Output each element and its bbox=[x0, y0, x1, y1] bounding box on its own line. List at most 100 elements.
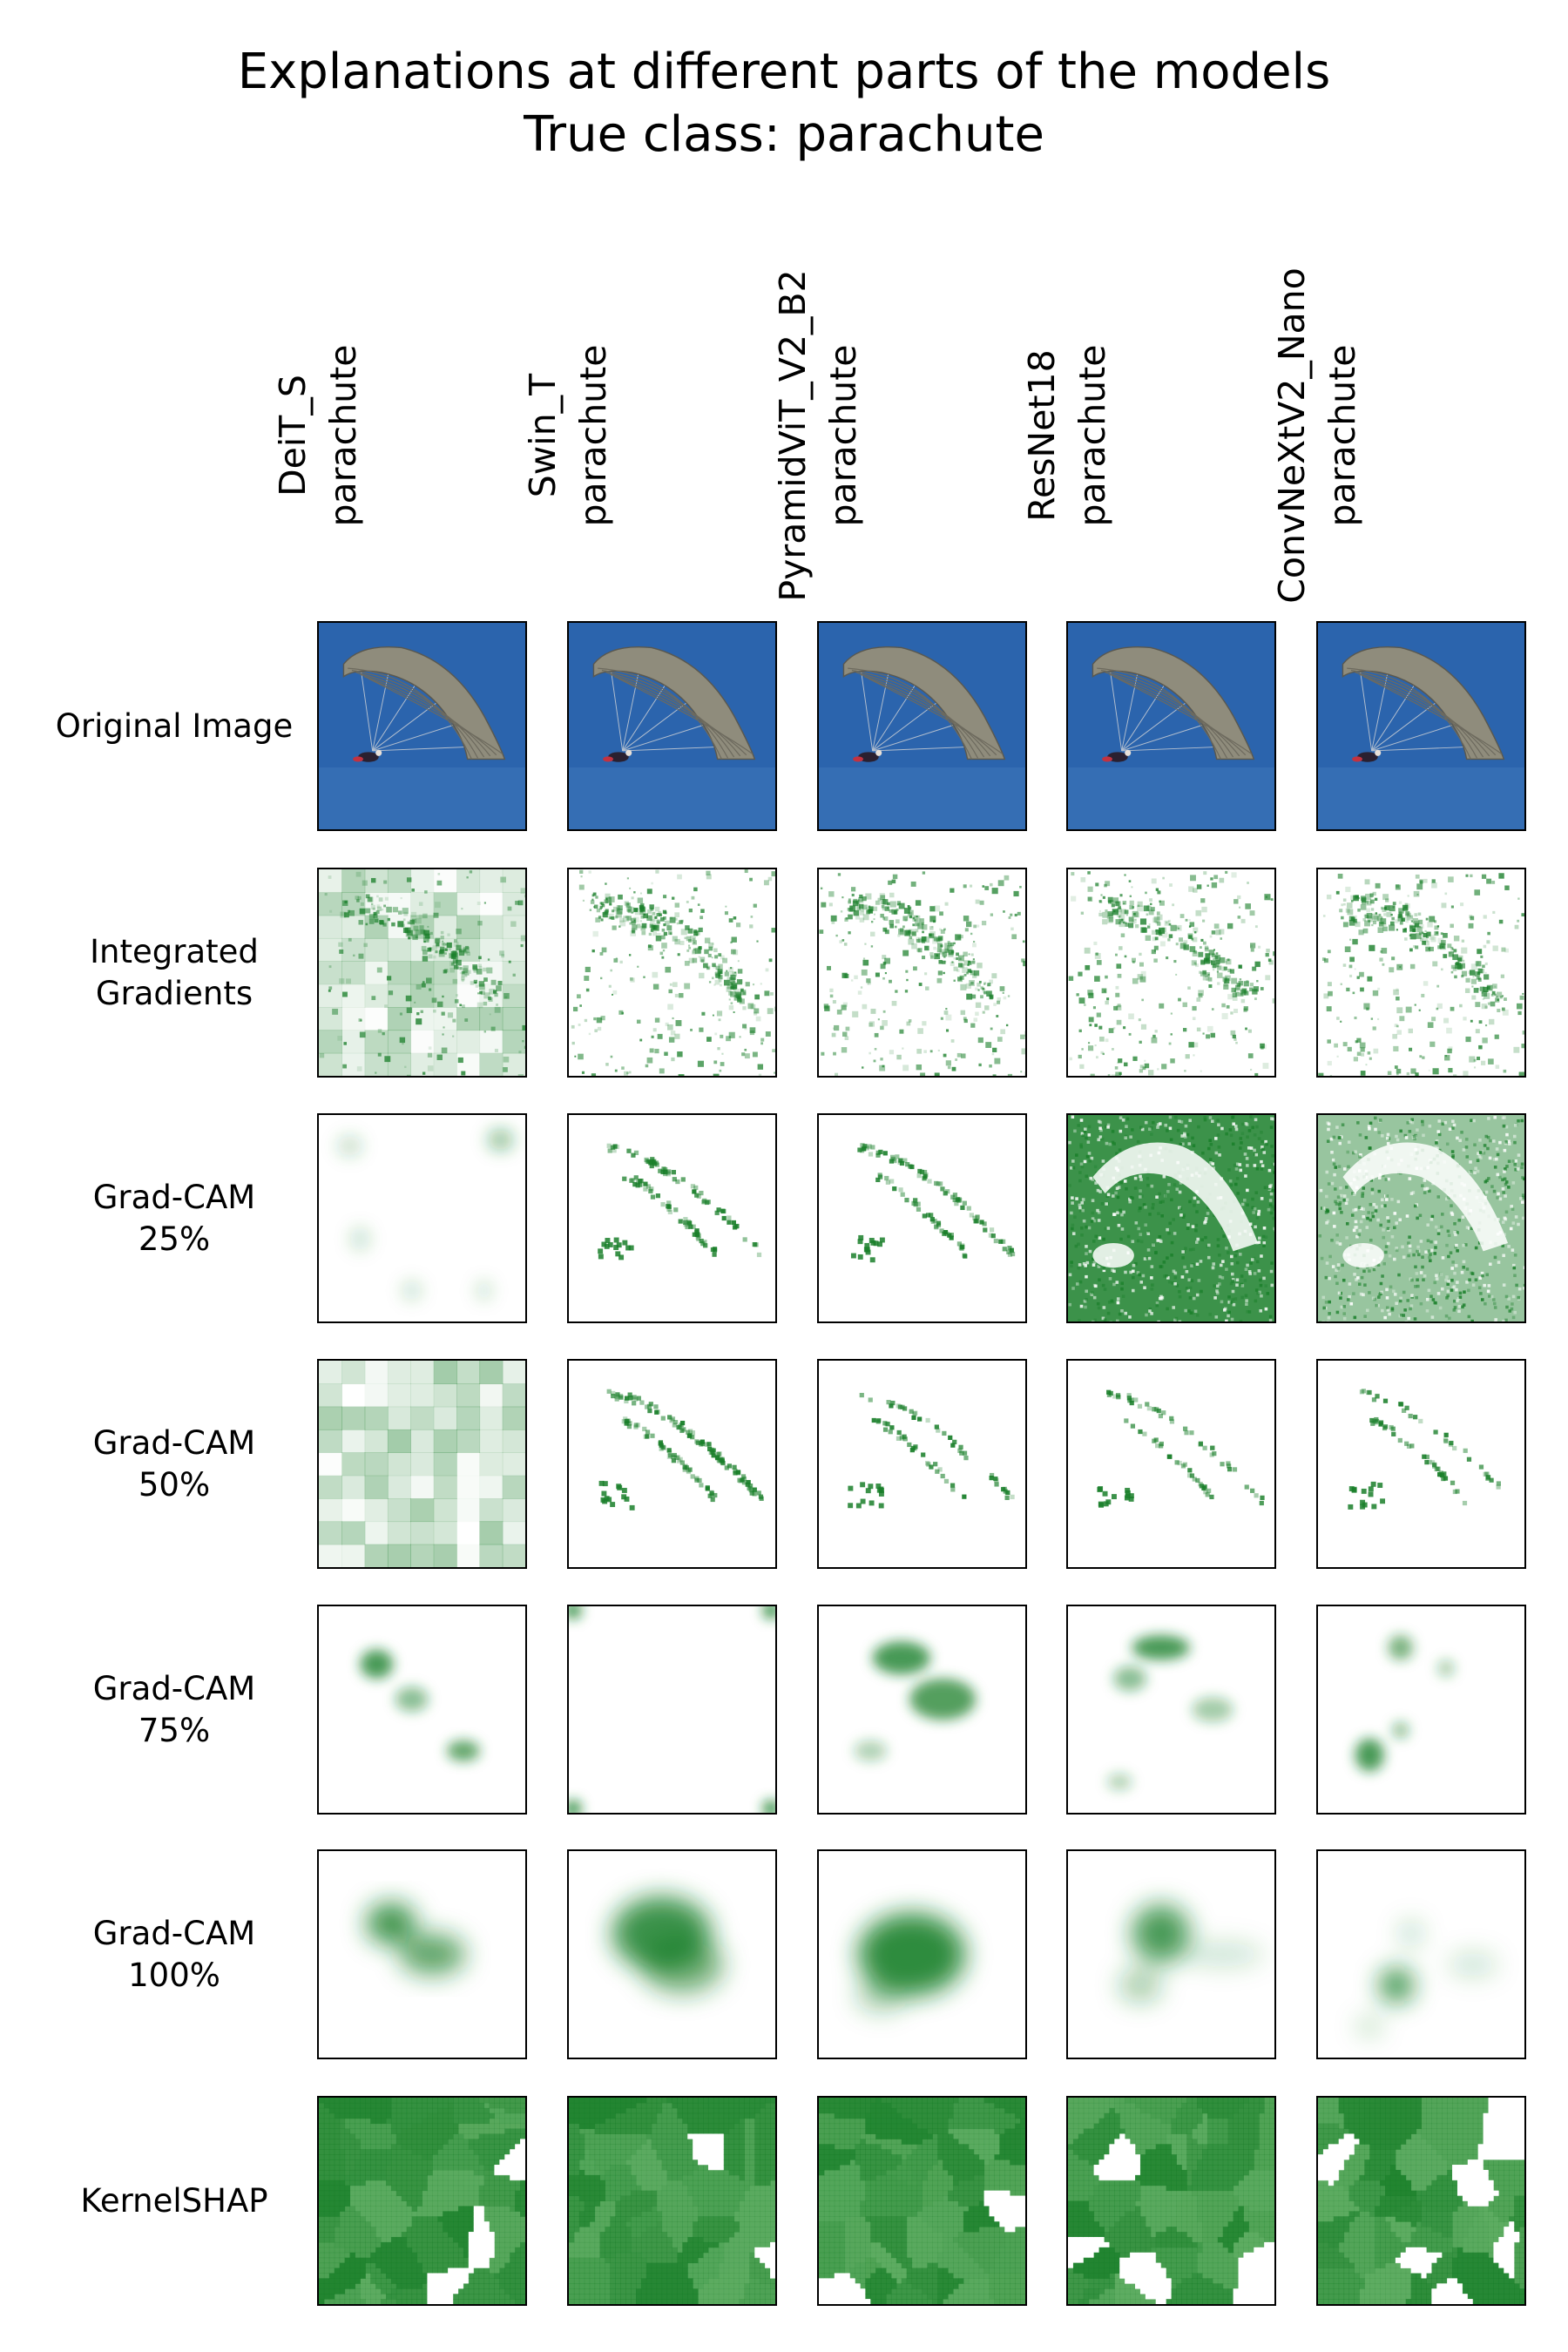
row-label-line: Integrated bbox=[90, 932, 259, 970]
figure-subtitle: True class: parachute bbox=[524, 106, 1044, 163]
explanation-tile bbox=[567, 621, 777, 831]
row-label-line: KernelSHAP bbox=[80, 2181, 268, 2220]
heatmap-image bbox=[848, 1392, 1015, 1509]
model-name: PyramidViT_V2_B2 bbox=[771, 269, 814, 602]
explanation-tile bbox=[317, 621, 527, 831]
predicted-class: parachute bbox=[1071, 344, 1113, 527]
heatmap-image bbox=[1318, 623, 1524, 829]
heatmap-image bbox=[319, 869, 525, 1076]
explanation-tile bbox=[317, 1605, 527, 1815]
explanation-tile bbox=[567, 1605, 777, 1815]
model-name: Swin_T bbox=[521, 373, 564, 498]
explanation-tile bbox=[1066, 1849, 1276, 2059]
heatmap-image bbox=[1068, 2098, 1274, 2304]
heatmap-image bbox=[571, 869, 775, 1076]
row-label: Grad-CAM 25% bbox=[0, 1177, 348, 1260]
heatmap-image bbox=[337, 1129, 513, 1301]
heatmap-image bbox=[1357, 1921, 1498, 2035]
explanation-tile bbox=[817, 621, 1027, 831]
heatmap-image bbox=[319, 2098, 525, 2304]
row-label: KernelSHAP bbox=[0, 2180, 348, 2222]
heatmap-image bbox=[569, 2098, 775, 2304]
heatmap-image bbox=[1097, 1389, 1265, 1508]
explanation-tile bbox=[817, 1113, 1027, 1323]
explanation-tile bbox=[567, 1359, 777, 1569]
explanation-tile bbox=[1316, 1605, 1526, 1815]
explanation-tile bbox=[567, 1849, 777, 2059]
explanation-tile bbox=[567, 868, 777, 1078]
row-label-line: 75% bbox=[138, 1711, 211, 1749]
explanation-tile bbox=[1066, 2096, 1276, 2306]
explanation-tile bbox=[817, 2096, 1027, 2306]
row-label: Grad-CAM 75% bbox=[0, 1668, 348, 1752]
explanation-tile bbox=[317, 1359, 527, 1569]
row-label-line: Grad-CAM bbox=[92, 1914, 256, 1952]
heatmap-image bbox=[1318, 1115, 1524, 1321]
heatmap-image bbox=[819, 871, 1025, 1076]
row-label: Grad-CAM 50% bbox=[0, 1423, 348, 1506]
row-label: Original Image bbox=[0, 706, 348, 747]
explanation-tile bbox=[317, 868, 527, 1078]
row-label-line: Grad-CAM bbox=[92, 1178, 256, 1216]
row-label-line: 100% bbox=[128, 1956, 220, 1994]
explanation-tile bbox=[1316, 868, 1526, 1078]
heatmap-image bbox=[319, 1361, 525, 1567]
heatmap-image bbox=[854, 1641, 977, 1761]
heatmap-image bbox=[1068, 623, 1274, 829]
heatmap-image bbox=[360, 1649, 480, 1761]
heatmap-image bbox=[366, 1903, 466, 1976]
heatmap-image bbox=[1348, 1389, 1501, 1510]
explanation-tile bbox=[817, 868, 1027, 1078]
heatmap-image bbox=[569, 1606, 775, 1813]
explanation-tile bbox=[1316, 1849, 1526, 2059]
heatmap-image bbox=[819, 2098, 1025, 2304]
heatmap-image bbox=[1068, 870, 1274, 1076]
explanation-tile bbox=[317, 2096, 527, 2306]
row-label-line: Grad-CAM bbox=[92, 1423, 256, 1462]
row-label-line: 50% bbox=[138, 1465, 211, 1504]
explanation-tile bbox=[1066, 868, 1276, 1078]
row-label: Grad-CAM 100% bbox=[0, 1913, 348, 1997]
explanation-tile bbox=[567, 2096, 777, 2306]
explanation-tile bbox=[1316, 1359, 1526, 1569]
predicted-class: parachute bbox=[571, 344, 614, 527]
heatmap-image bbox=[598, 1143, 762, 1260]
predicted-class: parachute bbox=[1321, 344, 1363, 527]
heatmap-image bbox=[1119, 1904, 1265, 2003]
predicted-class: parachute bbox=[321, 344, 364, 527]
heatmap-image bbox=[319, 623, 525, 829]
explanation-tile bbox=[317, 1113, 527, 1323]
row-label-line: Grad-CAM bbox=[92, 1669, 256, 1707]
heatmap-image bbox=[612, 1896, 724, 1994]
row-label-line: Original Image bbox=[55, 706, 294, 745]
explanation-tile bbox=[317, 1849, 527, 2059]
explanation-tile bbox=[1316, 2096, 1526, 2306]
explanation-tile bbox=[1316, 1113, 1526, 1323]
explanation-tile bbox=[1066, 1113, 1276, 1323]
model-name: ResNet18 bbox=[1020, 349, 1063, 522]
explanation-tile bbox=[1066, 1605, 1276, 1815]
explanation-tile bbox=[567, 1113, 777, 1323]
heatmap-image bbox=[1318, 873, 1524, 1076]
heatmap-image bbox=[569, 623, 775, 829]
figure-title: Explanations at different parts of the m… bbox=[237, 44, 1331, 100]
heatmap-image bbox=[1318, 2098, 1524, 2304]
model-name: ConvNeXtV2_Nano bbox=[1270, 267, 1313, 604]
heatmap-image bbox=[1355, 1635, 1455, 1772]
explanation-tile bbox=[817, 1849, 1027, 2059]
explanation-tile bbox=[1316, 621, 1526, 831]
heatmap-image bbox=[819, 623, 1025, 829]
heatmap-image bbox=[1107, 1635, 1233, 1790]
explanation-tile bbox=[817, 1605, 1027, 1815]
heatmap-image bbox=[598, 1389, 764, 1511]
heatmap-image bbox=[1068, 1115, 1274, 1321]
explanation-tile bbox=[1066, 621, 1276, 831]
row-label: Integrated Gradients bbox=[0, 931, 348, 1015]
row-label-line: 25% bbox=[138, 1220, 211, 1258]
predicted-class: parachute bbox=[821, 344, 864, 527]
explanation-tile bbox=[1066, 1359, 1276, 1569]
heatmap-image bbox=[855, 1913, 966, 2012]
explanation-tile bbox=[817, 1359, 1027, 1569]
row-label-line: Gradients bbox=[95, 974, 253, 1012]
